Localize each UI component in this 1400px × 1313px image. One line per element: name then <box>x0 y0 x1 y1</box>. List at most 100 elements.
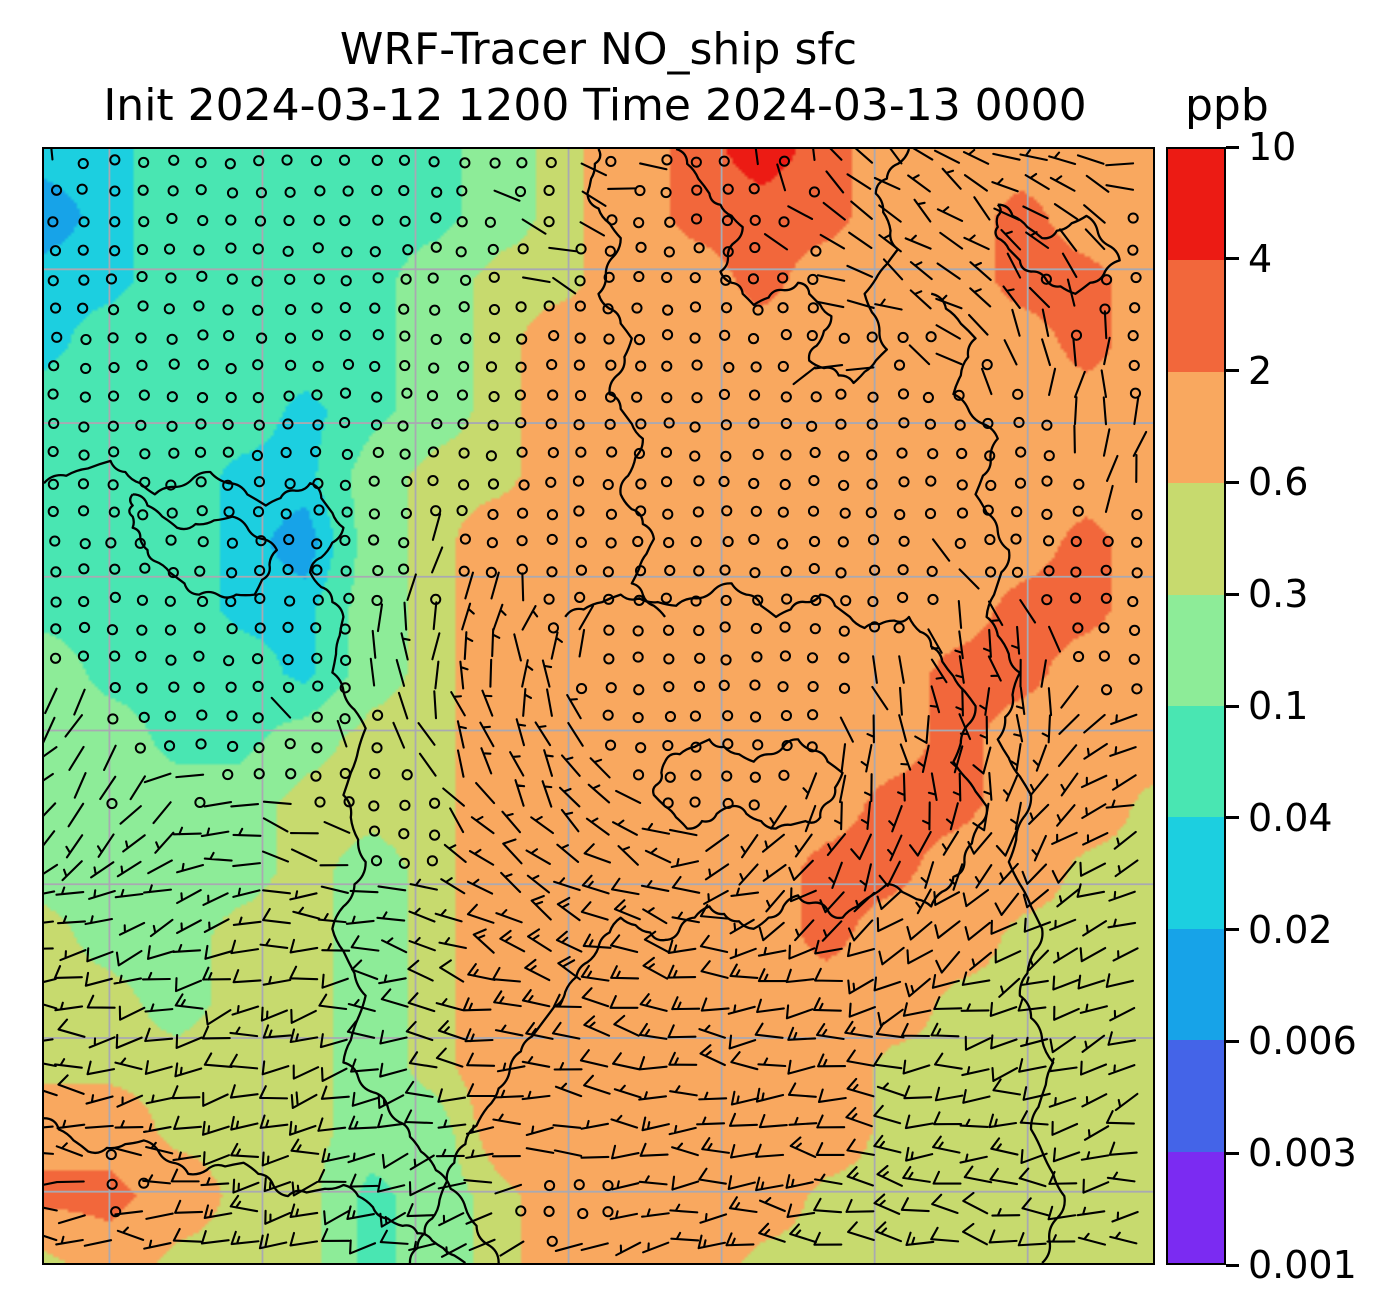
calm-wind-circle <box>1012 388 1024 400</box>
calm-wind-circle <box>311 329 324 341</box>
calm-wind-circle <box>721 770 733 782</box>
calm-wind-circle <box>139 476 151 488</box>
calm-wind-circle <box>634 565 647 577</box>
colorbar-tick: 0.3 <box>1226 572 1308 616</box>
calm-wind-circle <box>690 595 702 607</box>
calm-wind-circle <box>779 478 791 491</box>
calm-wind-circle <box>280 508 292 520</box>
colorbar-ticks: 10 4 2 0.6 0.3 0.1 0.04 0.02 0.006 0.003 0.001 <box>1226 125 1400 1287</box>
calm-wind-circle <box>401 387 413 399</box>
calm-wind-circle <box>430 241 442 253</box>
calm-wind-circle <box>722 797 734 810</box>
calm-wind-circle <box>721 214 734 227</box>
calm-wind-circle <box>722 246 734 258</box>
colorbar-tick-label: 0.003 <box>1248 1131 1357 1176</box>
calm-wind-circle <box>50 566 62 578</box>
colorbar-band <box>1168 149 1224 261</box>
calm-wind-circle <box>605 155 617 168</box>
calm-wind-circle <box>400 507 412 519</box>
calm-wind-circle <box>515 1205 527 1217</box>
calm-wind-circle <box>866 449 878 461</box>
calm-wind-circle <box>1128 624 1141 636</box>
calm-wind-circle <box>1015 446 1027 458</box>
calm-wind-circle <box>137 300 149 312</box>
calm-wind-circle <box>808 475 820 487</box>
calm-wind-circle <box>664 216 676 228</box>
calm-wind-circle <box>602 1206 614 1218</box>
calm-wind-circle <box>370 855 383 867</box>
calm-wind-circle <box>547 447 559 459</box>
calm-wind-circle <box>138 156 150 169</box>
calm-wind-circle <box>79 391 91 403</box>
calm-wind-circle <box>194 565 206 577</box>
colorbar-band <box>1168 817 1224 929</box>
calm-wind-circle <box>368 825 381 837</box>
calm-wind-circle <box>574 275 586 287</box>
calm-wind-circle <box>398 154 411 166</box>
calm-wind-circle <box>749 241 761 254</box>
calm-wind-circle <box>196 595 209 608</box>
calm-wind-circle <box>371 594 383 607</box>
calm-wind-circle <box>1041 594 1053 606</box>
calm-wind-circle <box>252 506 265 518</box>
calm-wind-circle <box>458 565 470 577</box>
calm-wind-circle <box>546 566 558 578</box>
colorbar-tickmark <box>1226 1039 1239 1043</box>
calm-wind-circle <box>810 391 822 403</box>
calm-wind-circle <box>136 682 148 694</box>
coastline <box>994 203 1121 295</box>
calm-wind-circle <box>312 680 324 692</box>
calm-wind-circle <box>310 155 322 167</box>
calm-wind-circle <box>603 593 615 605</box>
calm-wind-circle <box>897 564 909 576</box>
calm-wind-circle <box>693 242 705 254</box>
colorbar-tickmark <box>1226 480 1239 484</box>
calm-wind-circle <box>660 592 672 604</box>
calm-wind-circle <box>866 478 878 490</box>
calm-wind-circle <box>284 595 296 607</box>
calm-wind-circle <box>222 479 234 491</box>
calm-wind-circle <box>105 1149 117 1161</box>
calm-wind-circle <box>430 593 442 605</box>
calm-wind-circle <box>138 1177 150 1189</box>
calm-wind-circle <box>107 332 119 344</box>
chart-subtitle: Init 2024-03-12 1200 Time 2024-03-13 000… <box>103 80 1087 131</box>
calm-wind-circle <box>136 624 148 636</box>
colorbar-tickmark <box>1226 1263 1239 1267</box>
calm-wind-circle <box>197 214 209 227</box>
calm-wind-circle <box>369 302 381 314</box>
calm-wind-circle <box>193 681 205 693</box>
calm-wind-circle <box>718 475 730 488</box>
calm-wind-circle <box>664 564 676 577</box>
calm-wind-circle <box>167 567 179 579</box>
calm-wind-circle <box>399 448 411 460</box>
calm-wind-circle <box>781 739 793 752</box>
calm-wind-circle <box>47 275 59 287</box>
calm-wind-circle <box>311 652 323 664</box>
calm-wind-circle <box>635 505 647 517</box>
calm-wind-circle <box>427 475 439 487</box>
calm-wind-circle <box>985 566 997 578</box>
calm-wind-circle <box>1098 622 1110 634</box>
calm-wind-circle <box>866 331 878 343</box>
calm-wind-circle <box>372 329 384 341</box>
calm-wind-circle <box>77 478 90 490</box>
calm-wind-circle <box>689 796 701 808</box>
colorbar-tick: 0.006 <box>1226 1019 1357 1063</box>
calm-wind-circle <box>311 302 323 314</box>
calm-wind-circle <box>780 329 792 341</box>
calm-wind-circle <box>778 216 790 228</box>
calm-wind-circle <box>371 184 383 197</box>
calm-wind-circle <box>429 797 441 809</box>
calm-wind-circle <box>225 681 237 693</box>
calm-wind-circle <box>926 565 938 577</box>
calm-wind-circle <box>573 1179 585 1191</box>
calm-wind-circle <box>284 332 297 344</box>
calm-wind-circle <box>163 303 175 315</box>
calm-wind-circle <box>168 358 180 370</box>
calm-wind-circle <box>253 742 265 754</box>
calm-wind-circle <box>311 564 323 576</box>
calm-wind-circle <box>108 506 120 518</box>
calm-wind-circle <box>137 184 149 196</box>
calm-wind-circle <box>1041 508 1053 520</box>
